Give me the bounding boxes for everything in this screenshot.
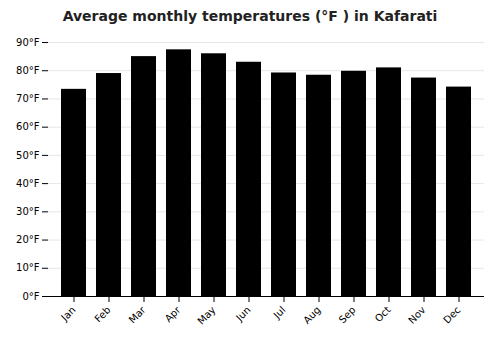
svg-text:Feb: Feb [92,304,112,324]
svg-text:20°F: 20°F [16,234,40,245]
svg-text:30°F: 30°F [16,206,40,217]
svg-text:80°F: 80°F [16,65,40,76]
svg-text:Jan: Jan [58,304,77,323]
svg-text:Aug: Aug [301,304,323,326]
svg-text:Jun: Jun [233,304,253,324]
svg-text:Dec: Dec [441,304,462,325]
svg-text:40°F: 40°F [16,178,40,189]
svg-text:Apr: Apr [163,304,184,325]
svg-text:May: May [195,304,217,326]
svg-text:Sep: Sep [337,304,358,325]
svg-text:Nov: Nov [406,304,428,326]
svg-text:Mar: Mar [127,304,149,326]
html-text:Average monthly temperatures (: Average monthly temperatures (°F ) in Ka… [62,8,438,24]
svg-text:0°F: 0°F [22,291,39,302]
svg-text:60°F: 60°F [16,121,40,132]
svg-text:Jul: Jul [271,304,288,321]
svg-text:Oct: Oct [373,304,393,324]
svg-text:10°F: 10°F [16,262,40,273]
svg-text:50°F: 50°F [16,150,40,161]
svg-text:70°F: 70°F [16,93,40,104]
svg-text:90°F: 90°F [16,37,40,48]
